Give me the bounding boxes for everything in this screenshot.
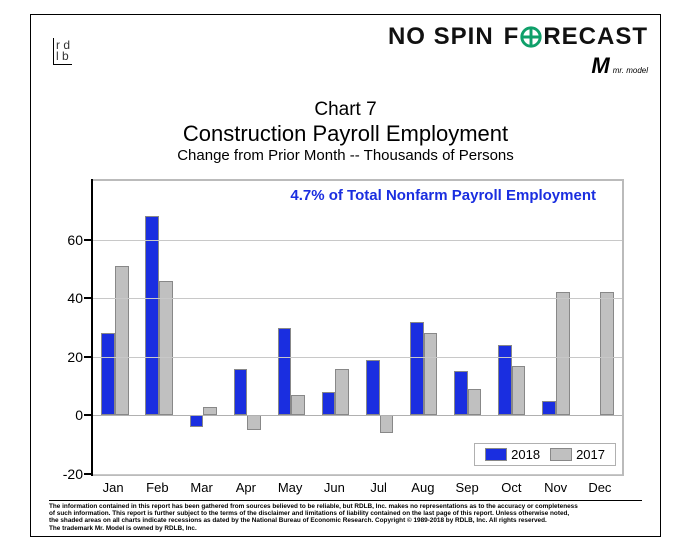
legend-label-2017: 2017 [576, 447, 605, 462]
chart-number: Chart 7 [31, 99, 660, 121]
footnote-l1: The information contained in this report… [49, 503, 642, 510]
bar-2017 [335, 369, 349, 416]
bar-2018 [145, 216, 159, 415]
chart-xlabel: Jul [370, 474, 387, 495]
page: r d l b NO SPIN F RE [0, 0, 691, 551]
chart-title: Construction Payroll Employment [31, 121, 660, 147]
chart-ylabel: -20 [63, 466, 91, 482]
bar-group [190, 181, 217, 474]
legend-label-2018: 2018 [511, 447, 540, 462]
brand-recast: RECAST [543, 23, 648, 51]
bar-2017 [291, 395, 305, 416]
bar-group [586, 181, 613, 474]
bar-group [454, 181, 481, 474]
legend-swatch-2017 [550, 448, 572, 461]
rdlb-logo: r d l b [53, 38, 72, 65]
bar-2018 [498, 345, 512, 415]
chart-subtitle: Change from Prior Month -- Thousands of … [31, 147, 660, 164]
legend-item-2018: 2018 [485, 447, 540, 462]
rdlb-bottom: l b [56, 51, 70, 62]
bar-group [410, 181, 437, 474]
chart-xlabel: Sep [456, 474, 479, 495]
bar-group [145, 181, 172, 474]
chart-xlabel: Jan [103, 474, 124, 495]
brand-f: F [504, 23, 520, 51]
brand-right: NO SPIN F RECAST M mr. [388, 23, 648, 79]
brand-nospin: NO SPIN [388, 23, 494, 51]
bar-group [278, 181, 305, 474]
chart-frame: r d l b NO SPIN F RE [30, 14, 661, 537]
chart-gridline [93, 298, 622, 299]
footnote-l3: the shaded areas on all charts indicate … [49, 517, 642, 524]
chart-plot-area: -200204060JanFebMarAprMayJunJulAugSepOct… [91, 179, 624, 476]
chart-xlabel: Nov [544, 474, 567, 495]
chart-legend: 2018 2017 [474, 443, 616, 466]
bar-group [234, 181, 261, 474]
bar-group [366, 181, 393, 474]
bar-2018 [454, 371, 468, 415]
chart-xlabel: Oct [501, 474, 521, 495]
bar-2018 [278, 328, 292, 416]
bar-2018 [410, 322, 424, 416]
bar-2017 [556, 292, 570, 415]
bar-group [498, 181, 525, 474]
bar-2018 [542, 401, 556, 416]
bar-2017 [512, 366, 526, 416]
chart-bars-layer [93, 181, 622, 474]
chart-xlabel: Aug [411, 474, 434, 495]
mr-model-logo: M mr. model [591, 53, 648, 79]
bar-group [322, 181, 349, 474]
chart-zero-line [93, 415, 622, 416]
legend-swatch-2018 [485, 448, 507, 461]
legend-item-2017: 2017 [550, 447, 605, 462]
footnote: The information contained in this report… [49, 500, 642, 532]
chart-titles: Chart 7 Construction Payroll Employment … [31, 99, 660, 164]
chart-xlabel: Feb [146, 474, 168, 495]
chart-gridline [93, 474, 622, 475]
mrmodel-sub: mr. model [613, 66, 648, 75]
bar-group [542, 181, 569, 474]
mrmodel-m: M [591, 53, 608, 79]
chart-ylabel: 60 [67, 232, 91, 248]
chart-gridline [93, 240, 622, 241]
bar-2017 [159, 281, 173, 416]
chart-xlabel: Jun [324, 474, 345, 495]
chart-ylabel: 0 [75, 407, 91, 423]
bar-2018 [234, 369, 248, 416]
bar-2017 [600, 292, 614, 415]
chart-ylabel: 20 [67, 349, 91, 365]
header-row: r d l b NO SPIN F RE [31, 23, 648, 79]
bar-group [101, 181, 128, 474]
bar-2017 [203, 407, 217, 416]
bar-2018 [101, 333, 115, 415]
chart-xlabel: May [278, 474, 303, 495]
bar-2017 [115, 266, 129, 415]
chart-xlabel: Dec [588, 474, 611, 495]
bar-2017 [424, 333, 438, 415]
bar-2018 [366, 360, 380, 416]
bar-2017 [247, 415, 261, 430]
target-o-icon [520, 26, 542, 48]
chart-ylabel: 40 [67, 290, 91, 306]
bar-2018 [322, 392, 336, 415]
bar-2017 [380, 415, 394, 433]
chart-gridline [93, 357, 622, 358]
bar-2018 [190, 415, 204, 427]
bar-2017 [468, 389, 482, 415]
nospin-forecast-logo: NO SPIN F RECAST [388, 23, 648, 51]
chart-xlabel: Mar [190, 474, 212, 495]
footnote-l4: The trademark Mr. Model is owned by RDLB… [49, 525, 642, 532]
chart-xlabel: Apr [236, 474, 256, 495]
